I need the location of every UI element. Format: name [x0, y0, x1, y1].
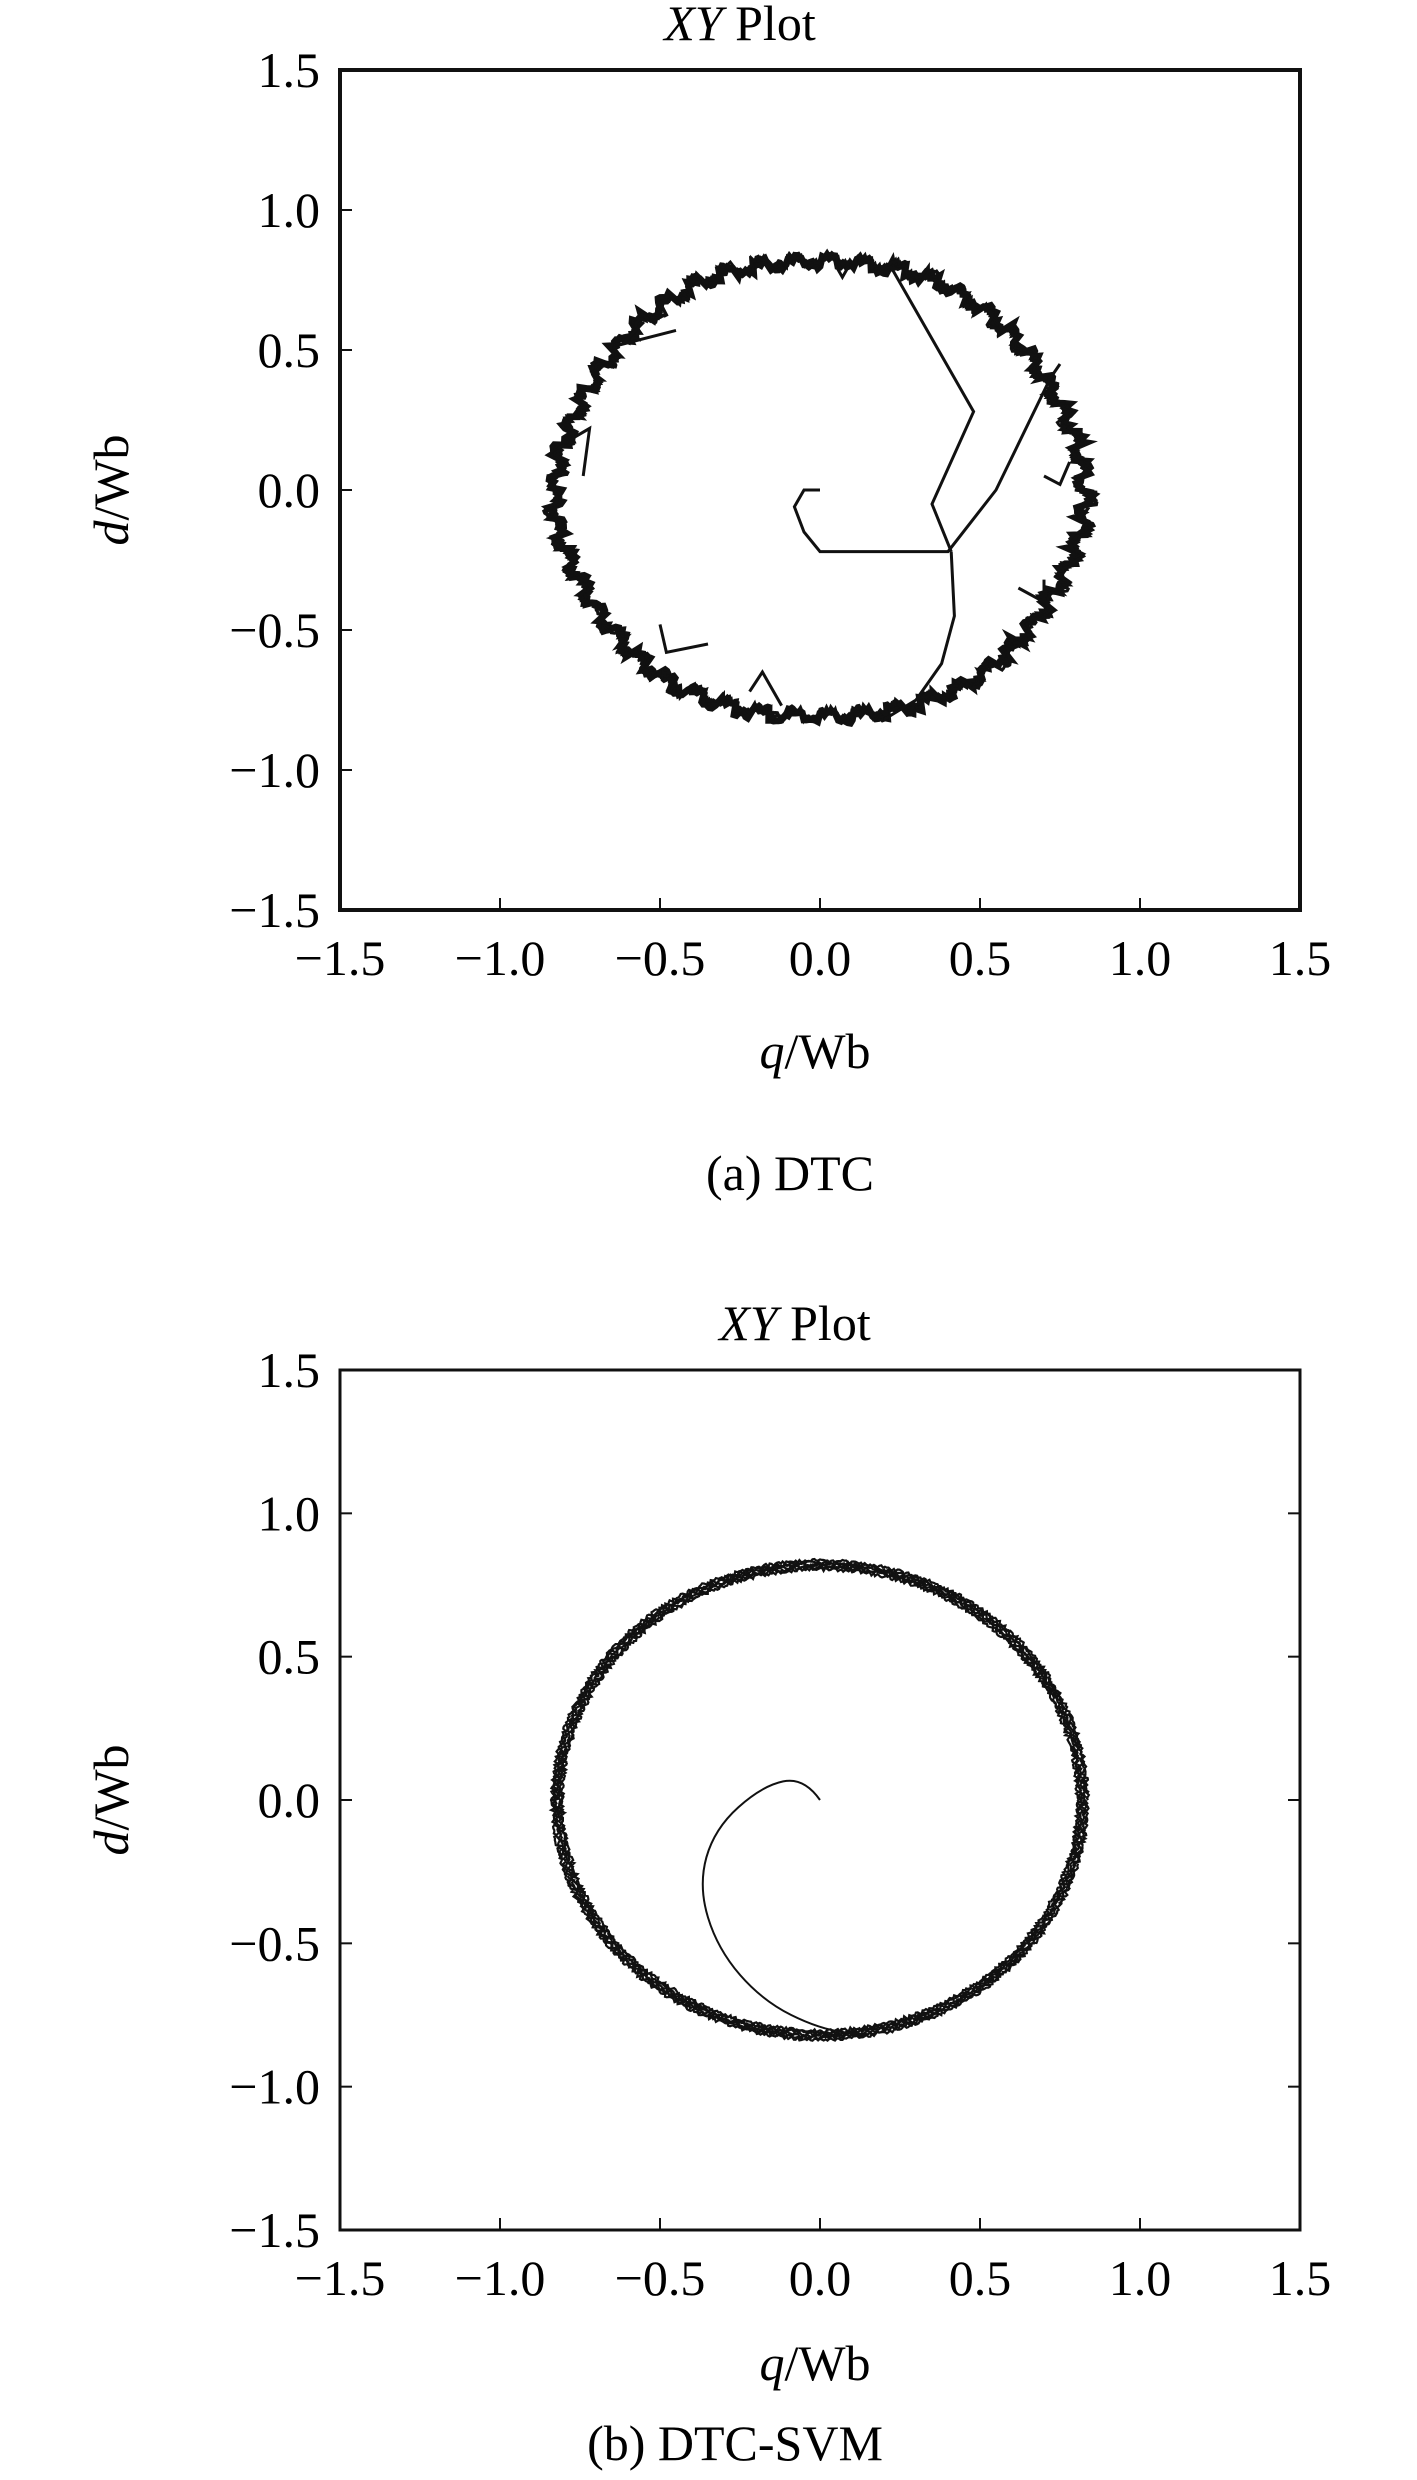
- chart-a-ticks: −1.5 −1.0 −0.5 0.0 0.5 1.0 1.5 1.5 1.0 0.5 0.0 −0.5…: [229, 42, 1331, 986]
- chart-b-xlabel: q/Wb: [759, 2335, 870, 2391]
- x-tick-label: −1.0: [455, 2250, 546, 2306]
- chart-b-ylabel: d/Wb: [83, 1744, 139, 1855]
- chart-b-data: [548, 1557, 1091, 2043]
- y-tick-label: 0.0: [258, 462, 321, 518]
- y-tick-label: −1.0: [229, 2059, 320, 2115]
- y-tick-label: 1.0: [258, 1485, 321, 1541]
- y-tick-label: −1.0: [229, 742, 320, 798]
- flux-locus-loop: [548, 1557, 1091, 2043]
- y-tick-label: −0.5: [229, 602, 320, 658]
- x-tick-label: −1.5: [295, 930, 386, 986]
- flux-transient: [883, 551, 956, 721]
- x-tick-label: 1.0: [1109, 2250, 1172, 2306]
- caption-b: (b) DTC-SVM: [587, 2415, 883, 2471]
- panel-a-chart: XY Plot −1.5 −1.0 −0.5 0.0 0.5 1.0 1.5 1.5 1.0 0.…: [83, 0, 1331, 1201]
- flux-excursion: [834, 265, 851, 281]
- y-tick-label: −0.5: [229, 1915, 320, 1971]
- x-tick-label: −0.5: [615, 930, 706, 986]
- flux-transient: [889, 265, 976, 553]
- y-tick-label: 0.5: [258, 322, 321, 378]
- flux-transient: [701, 1779, 869, 2037]
- y-tick-label: 0.5: [258, 1629, 321, 1685]
- flux-excursion: [658, 624, 709, 655]
- y-tick-label: −1.5: [229, 2202, 320, 2258]
- y-tick-label: 1.0: [258, 182, 321, 238]
- flux-excursion: [1043, 461, 1071, 487]
- chart-b-ticks: −1.5 −1.0 −0.5 0.0 0.5 1.0 1.5 1.5 1.0 0.5 0.0 −0.5…: [229, 1342, 1331, 2306]
- chart-a-data: [540, 248, 1101, 728]
- y-tick-label: 1.5: [258, 42, 321, 98]
- flux-excursion: [616, 320, 677, 348]
- y-tick-label: 1.5: [258, 1342, 321, 1398]
- chart-a-title: XY Plot: [662, 0, 816, 51]
- chart-b-title: XY Plot: [717, 1295, 871, 1351]
- x-tick-label: −0.5: [615, 2250, 706, 2306]
- x-tick-label: 1.0: [1109, 930, 1172, 986]
- flux-excursion: [748, 669, 783, 707]
- x-tick-label: −1.0: [455, 930, 546, 986]
- x-tick-label: −1.5: [295, 2250, 386, 2306]
- flux-locus-loop: [553, 1561, 1088, 2040]
- y-tick-label: 0.0: [258, 1772, 321, 1828]
- x-tick-label: 1.5: [1269, 2250, 1332, 2306]
- flux-excursion: [1017, 579, 1046, 605]
- flux-locus-loop: [540, 248, 1101, 722]
- chart-a-xlabel: q/Wb: [759, 1023, 870, 1079]
- x-tick-label: 0.0: [789, 2250, 852, 2306]
- caption-a: (a) DTC: [706, 1145, 874, 1201]
- x-tick-label: 0.5: [949, 2250, 1012, 2306]
- x-tick-label: 0.0: [789, 930, 852, 986]
- x-tick-label: 1.5: [1269, 930, 1332, 986]
- y-tick-label: −1.5: [229, 882, 320, 938]
- panel-b-chart: XY Plot −1.5 −1.0 −0.5 0.0 0.5 1.0 1.5 1.5 1.0 0.…: [83, 1295, 1331, 2471]
- flux-excursion: [569, 425, 592, 477]
- chart-a-ylabel: d/Wb: [83, 434, 139, 545]
- flux-transient: [792, 363, 1062, 554]
- x-tick-label: 0.5: [949, 930, 1012, 986]
